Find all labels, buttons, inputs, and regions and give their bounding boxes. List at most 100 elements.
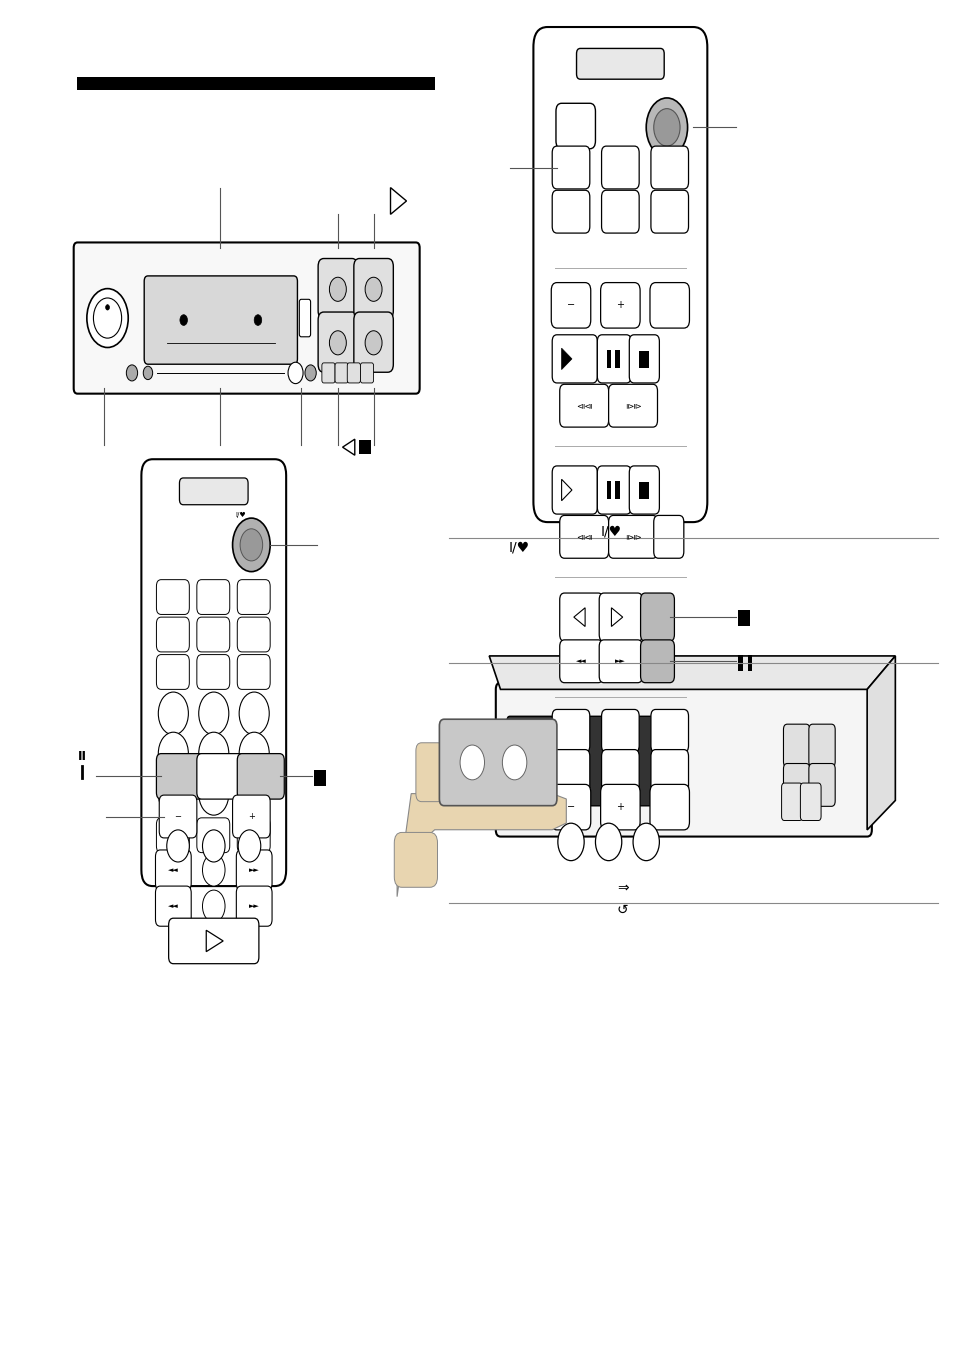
Circle shape [645, 97, 687, 157]
Circle shape [239, 733, 269, 775]
Bar [314, 769, 325, 786]
Circle shape [238, 830, 260, 863]
FancyBboxPatch shape [237, 654, 270, 690]
FancyBboxPatch shape [601, 749, 639, 792]
Circle shape [253, 315, 261, 326]
FancyBboxPatch shape [650, 146, 688, 189]
Text: −: − [566, 802, 575, 813]
Text: +: + [616, 300, 623, 311]
Circle shape [288, 362, 303, 384]
Text: I/♥: I/♥ [599, 525, 620, 538]
Circle shape [106, 304, 110, 310]
Circle shape [653, 108, 679, 146]
FancyBboxPatch shape [394, 833, 437, 887]
Circle shape [233, 518, 270, 572]
Text: I/♥: I/♥ [235, 512, 246, 518]
Polygon shape [866, 656, 895, 830]
FancyBboxPatch shape [317, 258, 357, 319]
FancyBboxPatch shape [196, 580, 230, 614]
Circle shape [329, 277, 346, 301]
FancyBboxPatch shape [597, 466, 631, 514]
Text: −: − [174, 813, 181, 821]
Circle shape [180, 315, 187, 326]
FancyBboxPatch shape [156, 753, 203, 799]
FancyBboxPatch shape [600, 283, 639, 329]
Polygon shape [561, 349, 572, 369]
Bar [359, 441, 371, 454]
Circle shape [126, 365, 137, 381]
FancyBboxPatch shape [552, 335, 597, 383]
FancyBboxPatch shape [601, 710, 639, 752]
FancyBboxPatch shape [159, 795, 196, 838]
FancyBboxPatch shape [347, 362, 360, 383]
FancyBboxPatch shape [156, 580, 189, 614]
FancyBboxPatch shape [600, 784, 639, 830]
FancyBboxPatch shape [533, 27, 706, 522]
Circle shape [502, 745, 526, 780]
FancyBboxPatch shape [598, 594, 641, 641]
FancyBboxPatch shape [179, 479, 248, 504]
FancyBboxPatch shape [155, 886, 191, 926]
FancyBboxPatch shape [608, 515, 657, 558]
FancyBboxPatch shape [237, 580, 270, 614]
FancyBboxPatch shape [559, 594, 602, 641]
FancyBboxPatch shape [299, 299, 311, 337]
FancyBboxPatch shape [73, 242, 419, 393]
Bar [638, 350, 648, 368]
Text: ⧏⧏: ⧏⧏ [576, 402, 592, 410]
FancyBboxPatch shape [496, 683, 871, 837]
FancyBboxPatch shape [552, 466, 597, 514]
FancyBboxPatch shape [507, 717, 679, 806]
Circle shape [198, 692, 229, 735]
Text: +: + [616, 802, 623, 813]
Bar [615, 480, 619, 499]
Circle shape [365, 277, 381, 301]
FancyBboxPatch shape [598, 639, 641, 683]
Circle shape [239, 692, 269, 735]
FancyBboxPatch shape [237, 753, 284, 799]
FancyBboxPatch shape [354, 312, 393, 372]
FancyBboxPatch shape [608, 384, 657, 427]
FancyBboxPatch shape [551, 784, 590, 830]
Text: ↺: ↺ [617, 903, 628, 917]
FancyBboxPatch shape [601, 191, 639, 233]
FancyBboxPatch shape [556, 103, 595, 149]
Circle shape [143, 366, 152, 380]
Bar [747, 654, 752, 671]
FancyBboxPatch shape [559, 639, 602, 683]
Text: ◄◄: ◄◄ [168, 867, 178, 873]
Circle shape [558, 823, 583, 861]
FancyBboxPatch shape [233, 795, 270, 838]
Bar [738, 611, 749, 626]
FancyBboxPatch shape [439, 719, 557, 806]
Circle shape [530, 795, 545, 817]
FancyBboxPatch shape [196, 818, 230, 853]
FancyBboxPatch shape [335, 362, 348, 383]
FancyBboxPatch shape [416, 742, 444, 802]
FancyBboxPatch shape [650, 749, 688, 792]
FancyBboxPatch shape [354, 258, 393, 319]
FancyBboxPatch shape [782, 725, 809, 767]
FancyBboxPatch shape [169, 918, 258, 964]
Circle shape [202, 830, 225, 863]
FancyBboxPatch shape [155, 850, 191, 890]
FancyBboxPatch shape [552, 191, 589, 233]
FancyBboxPatch shape [800, 783, 821, 821]
Circle shape [198, 733, 229, 775]
Circle shape [595, 823, 621, 861]
FancyBboxPatch shape [601, 146, 639, 189]
FancyBboxPatch shape [196, 654, 230, 690]
FancyBboxPatch shape [559, 384, 608, 427]
FancyBboxPatch shape [639, 594, 674, 641]
Bar [606, 480, 611, 499]
Text: +: + [248, 813, 254, 821]
FancyBboxPatch shape [472, 734, 500, 802]
FancyBboxPatch shape [321, 362, 335, 383]
Circle shape [158, 692, 188, 735]
Text: I/♥: I/♥ [508, 541, 529, 554]
Circle shape [202, 890, 225, 922]
FancyBboxPatch shape [649, 283, 689, 329]
Text: −: − [566, 300, 575, 311]
Circle shape [365, 331, 381, 354]
Text: ⧐⧐: ⧐⧐ [624, 402, 640, 410]
